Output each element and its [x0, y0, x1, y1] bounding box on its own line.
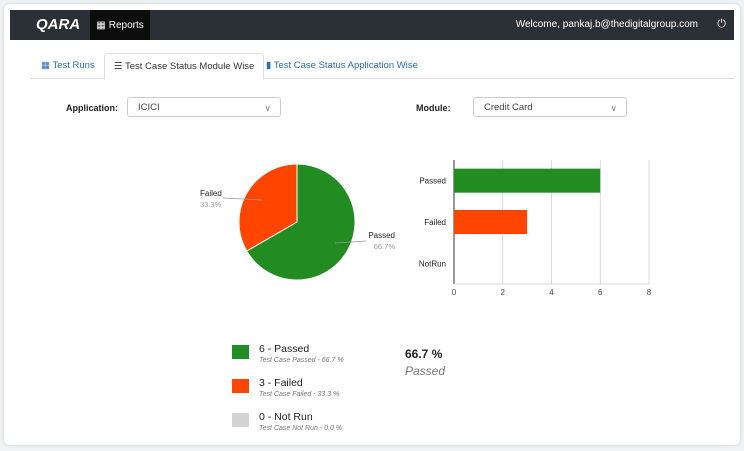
pie-percent: 33.3% — [200, 200, 222, 209]
application-label: Application: — [66, 103, 118, 113]
bar-category-label: Passed — [419, 177, 446, 186]
chevron-down-icon: ∨ — [264, 103, 271, 113]
application-value: ICICI — [138, 102, 160, 113]
grid-icon: ▦ — [96, 19, 106, 31]
summary-label: Passed — [405, 364, 446, 378]
grid-icon: ▦ — [41, 60, 53, 71]
welcome-text: Welcome, pankaj.b@thedigitalgroup.com — [515, 19, 698, 30]
tab-module-wise[interactable]: ☰ Test Case Status Module Wise — [104, 53, 265, 80]
pie-slice-failed — [238, 163, 298, 252]
qara-logo[interactable]: QARA — [36, 16, 81, 33]
bar-category-label: Failed — [424, 218, 446, 227]
reports-menu[interactable]: ▦ Reports — [90, 10, 150, 40]
pie-label-line — [334, 240, 367, 244]
legend-sub: Test Case Passed - 66.7 % — [259, 357, 344, 364]
chevron-down-icon: ∨ — [610, 103, 617, 113]
tab-label: Test Runs — [52, 60, 95, 71]
pie-percent: 66.7% — [374, 242, 396, 251]
bar-x-tick: 0 — [452, 288, 457, 297]
application-select[interactable]: ICICI ∨ — [127, 97, 281, 117]
module-label: Module: — [416, 103, 451, 113]
legend-title: 0 - Not Run — [259, 411, 313, 423]
legend-sub: Test Case Failed - 33.3 % — [259, 391, 340, 398]
tab-label: Test Case Status Module Wise — [124, 61, 255, 72]
bar-x-tick: 8 — [647, 288, 652, 297]
bar-x-tick: 6 — [598, 288, 603, 297]
pie-chart: Passed 66.7% Failed 33.3% 0 2 4 6 8 Passed Failed N… — [200, 160, 652, 297]
passed-swatch — [232, 345, 249, 359]
reports-label: Reports — [108, 19, 144, 31]
top-navbar: QARA ▦ Reports Welcome, pankaj.b@thedigit… — [10, 10, 734, 40]
pie-label: Failed — [200, 189, 222, 198]
legend-sub: Test Case Not Run - 0.0 % — [259, 425, 343, 432]
tab-application-wise[interactable]: ▮ Test Case Status Application Wise — [257, 53, 427, 78]
failed-swatch — [232, 379, 249, 393]
pie-label-line — [222, 197, 263, 201]
tab-test-runs[interactable]: ▦ Test Runs — [32, 53, 104, 78]
module-value: Credit Card — [484, 102, 533, 113]
bar-passed — [454, 168, 601, 193]
legend-title: 6 - Passed — [259, 343, 310, 355]
tab-label: Test Case Status Application Wise — [273, 60, 418, 71]
list-icon: ☰ — [114, 61, 125, 72]
pie-slice-passed — [246, 163, 356, 281]
bar-x-tick: 4 — [549, 288, 554, 297]
summary-percent: 66.7 % — [405, 347, 443, 361]
notrun-swatch — [232, 413, 249, 427]
bar-category-label: NotRun — [419, 259, 446, 268]
bar-x-tick: 2 — [501, 288, 506, 297]
bar-failed — [454, 210, 528, 234]
module-select[interactable]: Credit Card ∨ — [473, 97, 627, 117]
legend-title: 3 - Failed — [259, 377, 303, 389]
power-icon[interactable]: ⏻ — [717, 18, 726, 30]
tab-bar: ▦ Test Runs ☰ Test Case Status Module Wi… — [30, 53, 734, 80]
pie-label: Passed — [368, 231, 395, 240]
bar-chart-icon: ▮ — [266, 60, 274, 71]
